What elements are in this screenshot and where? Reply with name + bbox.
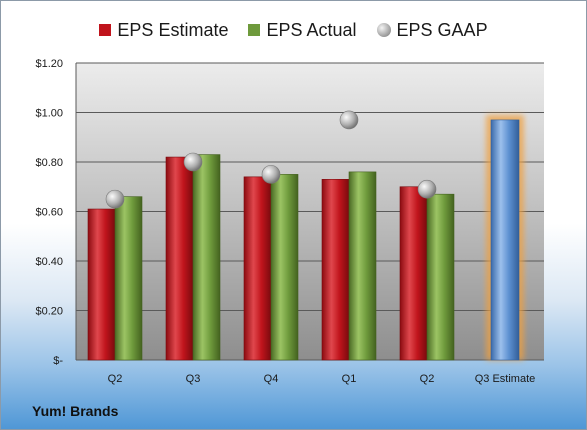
y-tick-label: $-: [53, 355, 63, 367]
bar-eps-estimate: [399, 186, 428, 361]
marker-eps-gaap: [417, 179, 437, 199]
bar-eps-actual: [426, 193, 455, 361]
legend-label-estimate: EPS Estimate: [117, 19, 229, 40]
x-tick-label: Q1: [342, 373, 357, 385]
bar-eps-estimate: [87, 208, 116, 361]
marker-eps-gaap: [183, 152, 203, 172]
bar-eps-estimate: [321, 179, 350, 361]
x-tick-label: Q4: [264, 373, 279, 385]
legend-item-eps-actual: EPS Actual: [248, 18, 357, 42]
bar-eps-estimate: [243, 176, 272, 361]
bar-eps-actual: [114, 196, 143, 361]
y-tick-label: $1.20: [35, 58, 63, 70]
bar-eps-actual: [348, 171, 377, 361]
x-tick-label: Q2: [108, 373, 123, 385]
marker-eps-gaap: [339, 110, 359, 130]
x-tick-label: Q3 Estimate: [475, 373, 536, 385]
y-tick-label: $0.80: [35, 157, 63, 169]
bar-q3-estimate: [490, 119, 520, 361]
legend-item-eps-estimate: EPS Estimate: [99, 18, 228, 42]
legend-item-eps-gaap: EPS GAAP: [376, 18, 488, 42]
bar-eps-estimate: [165, 156, 194, 361]
legend-swatch-gaap: [376, 23, 391, 37]
legend-label-actual: EPS Actual: [266, 19, 357, 40]
bar-eps-actual: [192, 154, 221, 361]
y-tick-label: $0.20: [35, 306, 63, 318]
legend-swatch-actual: [248, 24, 261, 36]
x-tick-label: Q3: [186, 373, 201, 385]
y-tick-label: $0.40: [35, 256, 63, 268]
x-tick-label: Q2: [420, 373, 435, 385]
marker-eps-gaap: [105, 189, 125, 209]
legend: EPS Estimate EPS Actual EPS GAAP: [1, 18, 586, 42]
company-name: Yum! Brands: [32, 403, 119, 419]
bar-eps-actual: [270, 174, 299, 361]
marker-eps-gaap: [261, 165, 281, 184]
y-tick-label: $0.60: [35, 207, 63, 219]
legend-label-gaap: EPS GAAP: [396, 19, 488, 40]
legend-swatch-estimate: [99, 24, 112, 36]
y-tick-label: $1.00: [35, 108, 63, 120]
